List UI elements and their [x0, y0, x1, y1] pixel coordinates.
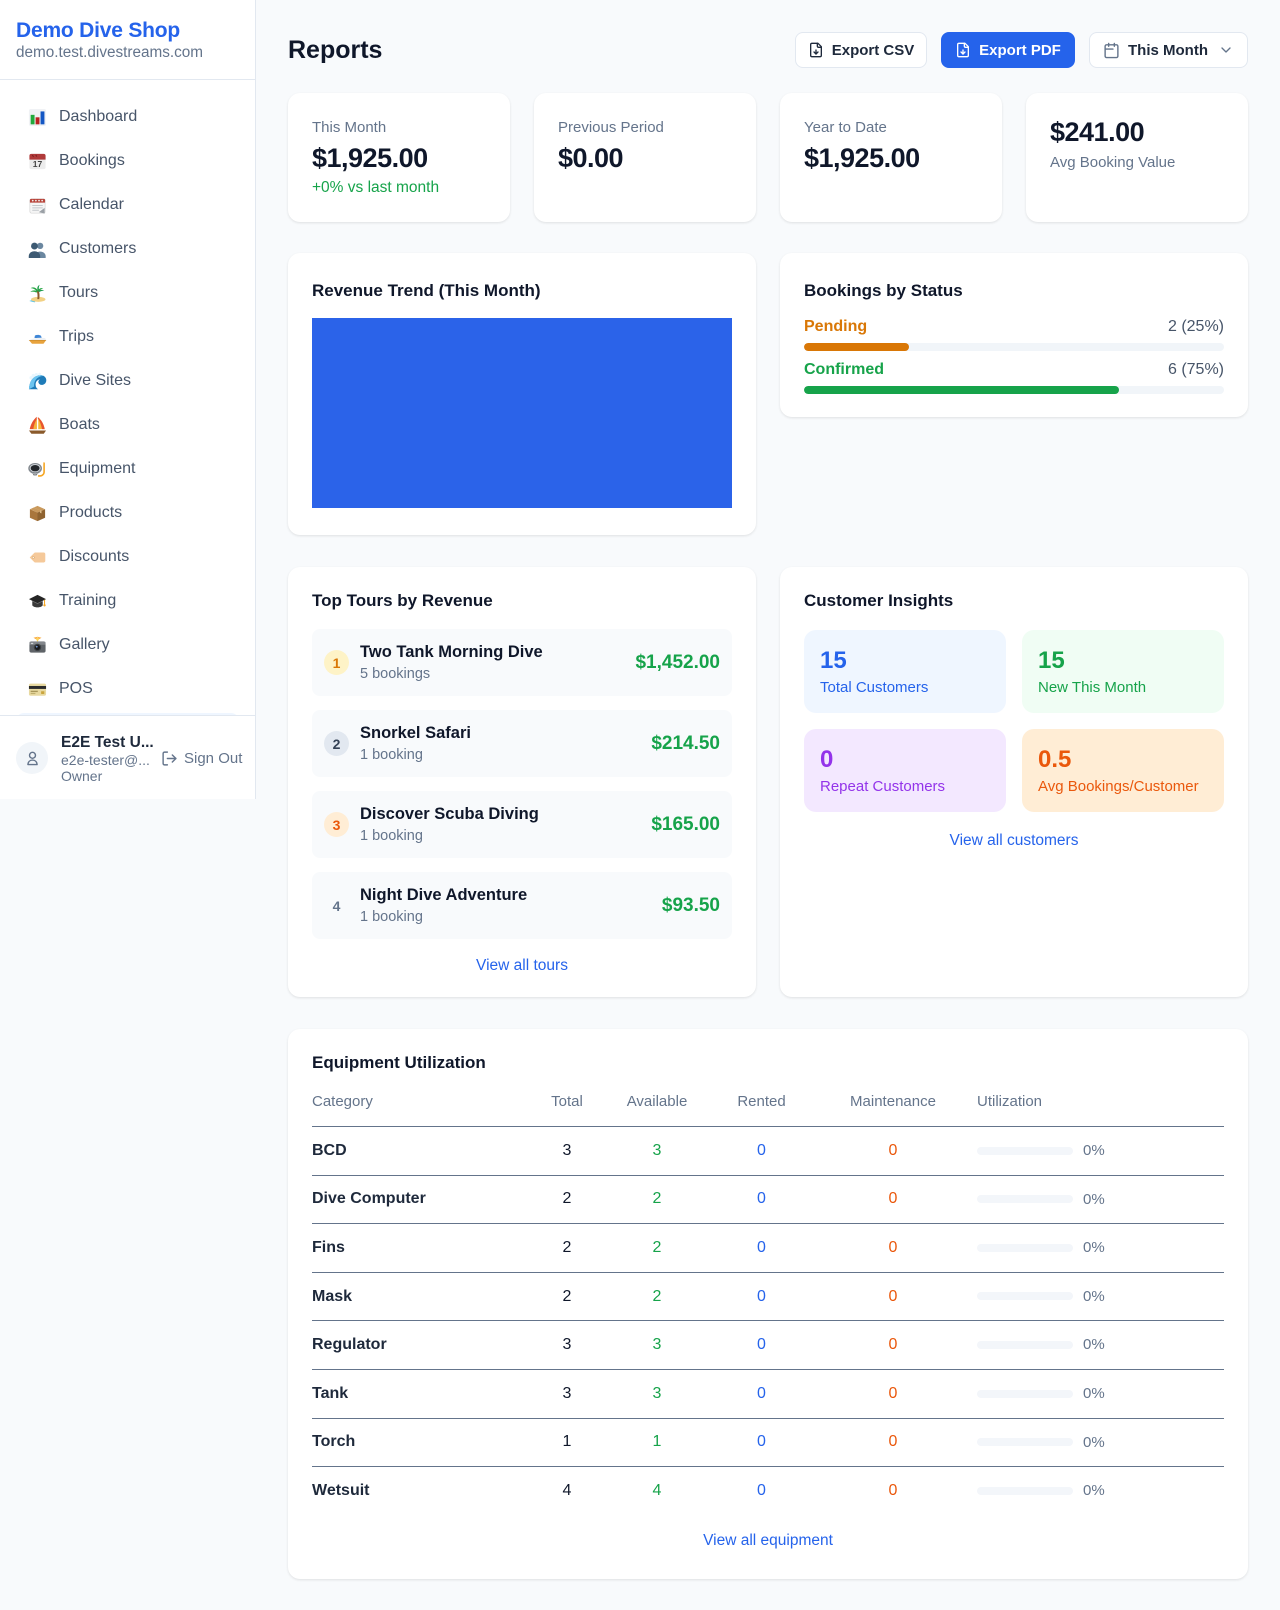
- svg-text:17: 17: [33, 159, 43, 169]
